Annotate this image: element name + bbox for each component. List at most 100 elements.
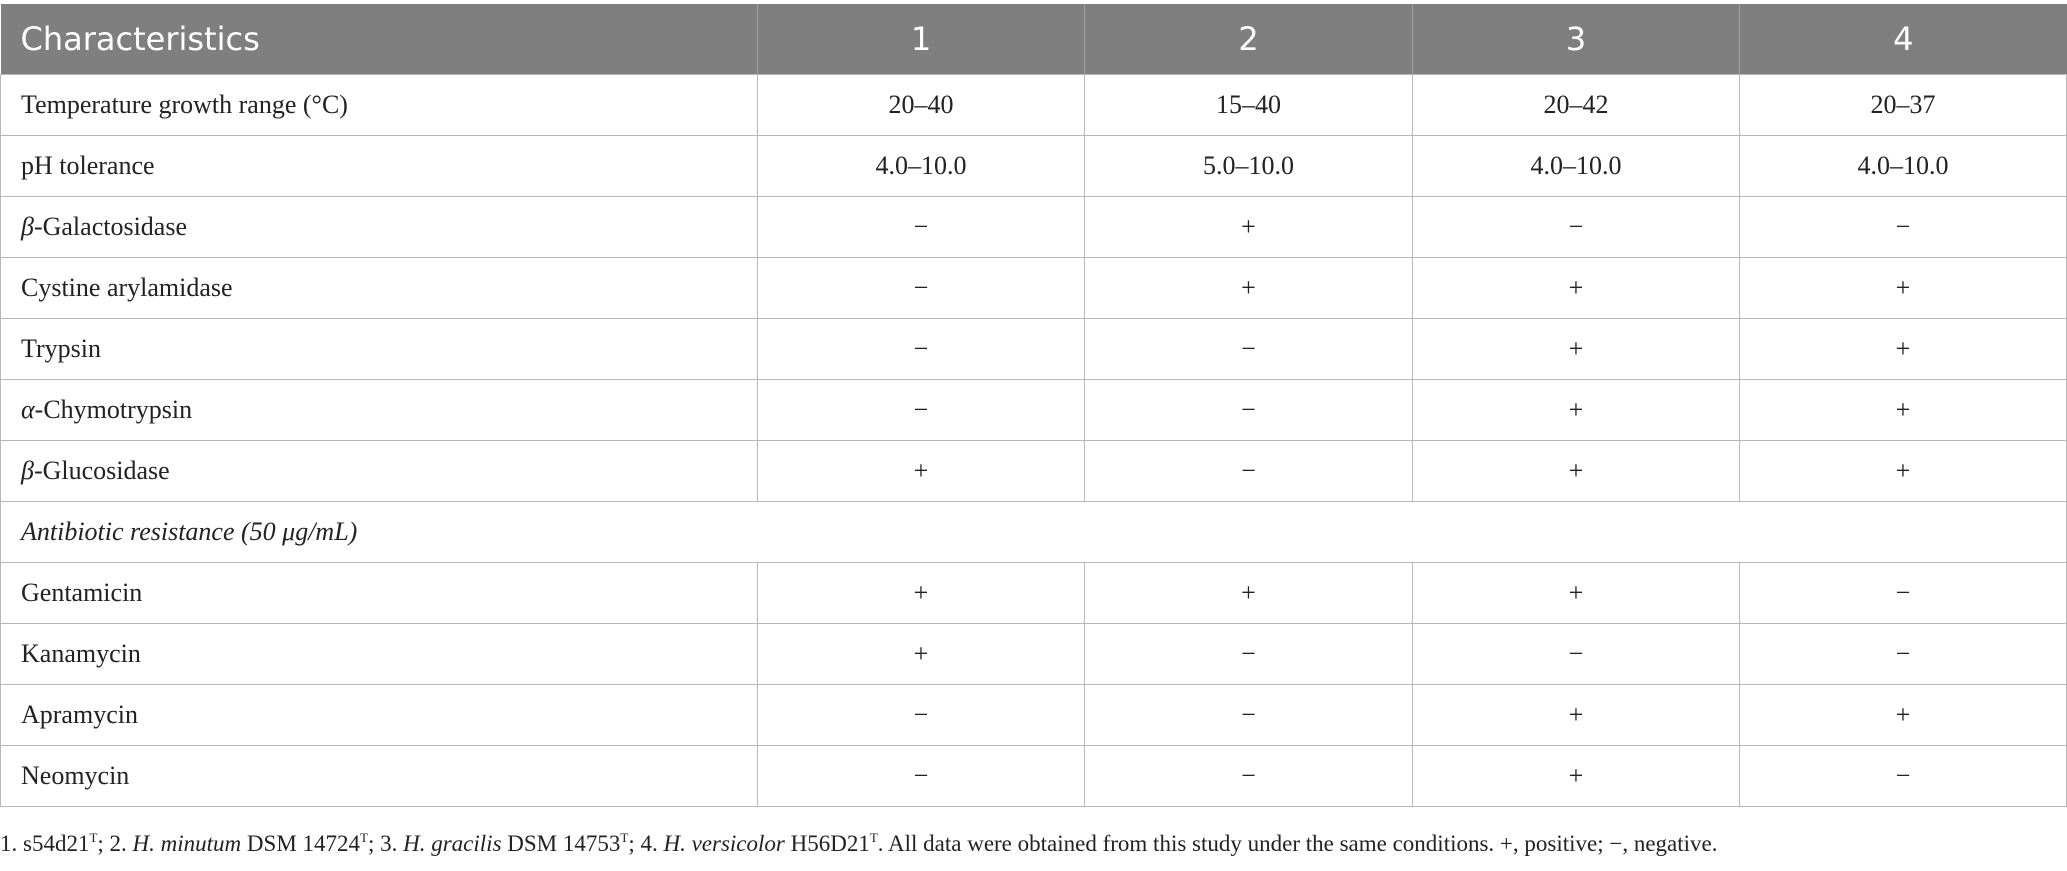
- cell: 20–40: [757, 74, 1085, 136]
- table-row: pH tolerance 4.0–10.0 5.0–10.0 4.0–10.0 4.0–…: [0, 135, 2067, 197]
- cell: −: [757, 196, 1085, 258]
- table-row: β-Glucosidase + − + +: [0, 440, 2067, 502]
- row-label: Cystine arylamidase: [0, 257, 758, 319]
- cell: 4.0–10.0: [1739, 135, 2067, 197]
- cell: 20–37: [1739, 74, 2067, 136]
- cell: +: [1412, 440, 1740, 502]
- cell: +: [1084, 562, 1413, 624]
- cell: −: [1084, 318, 1413, 380]
- header-row: Characteristics 1 2 3 4: [0, 4, 2067, 75]
- cell: −: [757, 379, 1085, 441]
- row-label: α-Chymotrypsin: [0, 379, 758, 441]
- text-part: H. gracilis: [403, 831, 502, 856]
- cell: −: [757, 318, 1085, 380]
- text-part: Temperature growth range (°C): [21, 90, 348, 119]
- text-part: H56D21: [784, 831, 870, 856]
- cell: 20–42: [1412, 74, 1740, 136]
- table-row: Trypsin − − + +: [0, 318, 2067, 380]
- table-row: α-Chymotrypsin − − + +: [0, 379, 2067, 441]
- text-part: α: [21, 395, 35, 424]
- cell: +: [1412, 379, 1740, 441]
- cell: −: [757, 257, 1085, 319]
- text-part: pH tolerance: [21, 151, 155, 180]
- text-part: T: [620, 830, 629, 845]
- cell: −: [757, 745, 1085, 807]
- cell: 5.0–10.0: [1084, 135, 1413, 197]
- table-body: Temperature growth range (°C) 20–40 15–40 2…: [0, 74, 2067, 807]
- cell: +: [1739, 379, 2067, 441]
- text-part: T: [89, 830, 98, 845]
- cell: −: [757, 684, 1085, 746]
- cell: +: [757, 562, 1085, 624]
- table-row: Antibiotic resistance (50 μg/mL): [0, 501, 2067, 563]
- text-part: -Glucosidase: [33, 456, 170, 485]
- text-part: DSM 14724: [241, 831, 361, 856]
- header-cell: 2: [1084, 4, 1413, 75]
- cell: −: [1739, 745, 2067, 807]
- row-label: Neomycin: [0, 745, 758, 807]
- table-row: Kanamycin + − − −: [0, 623, 2067, 685]
- cell: −: [1084, 379, 1413, 441]
- row-label: Trypsin: [0, 318, 758, 380]
- row-label: β-Glucosidase: [0, 440, 758, 502]
- text-part: Cystine arylamidase: [21, 273, 233, 302]
- row-label: Apramycin: [0, 684, 758, 746]
- header-cell: Characteristics: [0, 4, 758, 75]
- cell: +: [1739, 318, 2067, 380]
- cell: +: [1412, 257, 1740, 319]
- row-label: Kanamycin: [0, 623, 758, 685]
- header-cell: 3: [1412, 4, 1740, 75]
- cell: −: [1412, 196, 1740, 258]
- cell: +: [1412, 684, 1740, 746]
- cell: +: [1739, 257, 2067, 319]
- text-part: ; 3.: [367, 831, 404, 856]
- row-label: β-Galactosidase: [0, 196, 758, 258]
- text-part: Trypsin: [21, 334, 101, 363]
- text-part: -Chymotrypsin: [34, 395, 193, 424]
- cell: +: [1084, 257, 1413, 319]
- table-row: β-Galactosidase − + − −: [0, 196, 2067, 258]
- table-row: Gentamicin + + + −: [0, 562, 2067, 624]
- text-part: β: [21, 456, 34, 485]
- text-part: Apramycin: [21, 700, 138, 729]
- cell: +: [1084, 196, 1413, 258]
- row-label: pH tolerance: [0, 135, 758, 197]
- cell: −: [1084, 684, 1413, 746]
- text-part: . All data were obtained from this study…: [877, 831, 1718, 856]
- table-row: Cystine arylamidase − + + +: [0, 257, 2067, 319]
- text-part: H. versicolor: [663, 831, 785, 856]
- cell: −: [1084, 623, 1413, 685]
- cell: 15–40: [1084, 74, 1413, 136]
- text-part: Gentamicin: [21, 578, 143, 607]
- text-part: H. minutum: [132, 831, 242, 856]
- cell: −: [1084, 440, 1413, 502]
- cell: +: [1739, 684, 2067, 746]
- cell: −: [1412, 623, 1740, 685]
- cell: +: [1412, 745, 1740, 807]
- cell: −: [1084, 745, 1413, 807]
- text-part: Neomycin: [21, 761, 130, 790]
- cell: 4.0–10.0: [757, 135, 1085, 197]
- text-part: ; 2.: [97, 831, 133, 856]
- text-part: DSM 14753: [501, 831, 621, 856]
- cell: 4.0–10.0: [1412, 135, 1740, 197]
- cell: −: [1739, 196, 2067, 258]
- table: Characteristics 1 2 3 4 Temperature growth r…: [0, 4, 2067, 807]
- cell: +: [757, 623, 1085, 685]
- header-cell: 1: [757, 4, 1085, 75]
- row-label: Gentamicin: [0, 562, 758, 624]
- cell: +: [1739, 440, 2067, 502]
- section-label: Antibiotic resistance (50 μg/mL): [0, 501, 2067, 563]
- text-part: ; 4.: [628, 831, 664, 856]
- text-part: T: [869, 830, 878, 845]
- cell: −: [1739, 623, 2067, 685]
- cell: +: [1412, 562, 1740, 624]
- header-cell: 4: [1739, 4, 2067, 75]
- text-part: T: [360, 830, 368, 845]
- text-part: -Galactosidase: [33, 212, 187, 241]
- footnote: 1. s54d21T; 2. H. minutum DSM 14724T; 3.…: [0, 830, 1718, 857]
- table-row: Temperature growth range (°C) 20–40 15–40 2…: [0, 74, 2067, 136]
- cell: +: [1412, 318, 1740, 380]
- row-label: Temperature growth range (°C): [0, 74, 758, 136]
- table-row: Apramycin − − + +: [0, 684, 2067, 746]
